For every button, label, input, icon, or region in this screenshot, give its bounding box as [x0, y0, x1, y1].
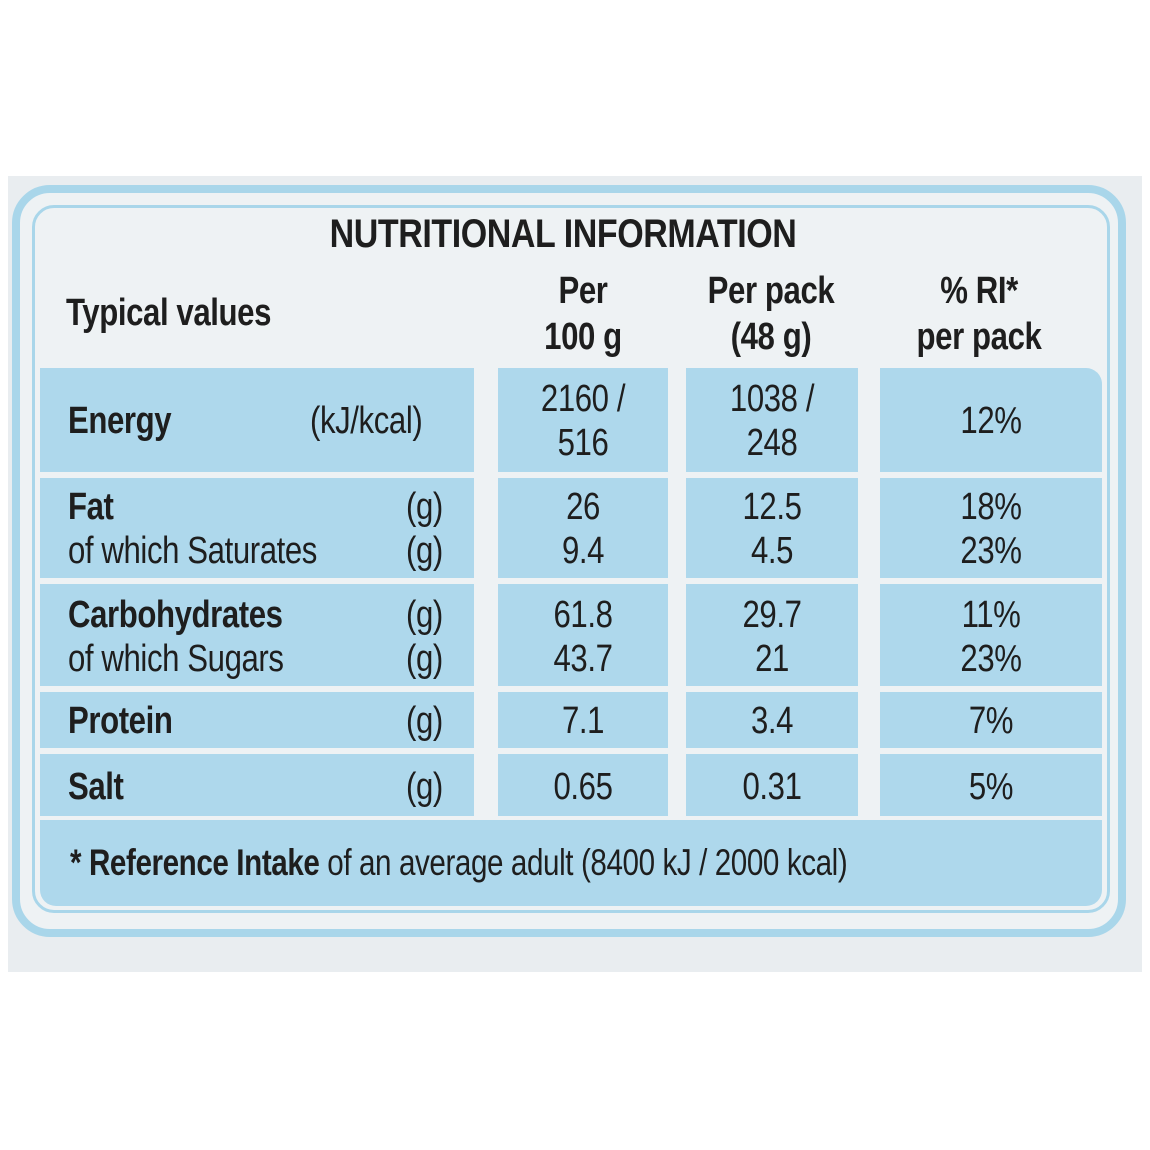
row-label-fat: Fat	[68, 486, 114, 528]
header-ri-per-pack: % RI* per pack	[916, 270, 1042, 358]
energy-per100-line1: 2160 /	[540, 378, 626, 420]
fat-perpack: 12.5	[742, 486, 802, 528]
saturates-per100: 9.4	[561, 530, 605, 572]
fat-per100: 26	[566, 486, 600, 528]
energy-ri: 12%	[960, 400, 1022, 442]
row-label-protein: Protein	[68, 700, 173, 742]
header-per-pack: Per pack (48 g)	[707, 270, 835, 358]
unit-salt: (g)	[406, 766, 443, 808]
carbohydrates-per100: 61.8	[553, 594, 613, 636]
salt-ri: 5%	[968, 766, 1014, 808]
protein-perpack: 3.4	[750, 700, 794, 742]
footnote-band	[40, 820, 1102, 906]
row-label-sugars: of which Sugars	[68, 638, 284, 680]
row-label-carbohydrates: Carbohydrates	[68, 594, 283, 636]
energy-per100-line2: 516	[557, 422, 609, 464]
unit-carbohydrates: (g)	[406, 594, 443, 636]
carbohydrates-perpack: 29.7	[742, 594, 802, 636]
energy-perpack-line2: 248	[746, 422, 798, 464]
row-label-saturates: of which Saturates	[68, 530, 317, 572]
saturates-ri: 23%	[960, 530, 1022, 572]
energy-perpack-cell	[686, 368, 858, 472]
nutrition-panel-inner-border	[32, 205, 1110, 913]
energy-label-cell	[40, 368, 474, 472]
fat-perpack-cell	[686, 478, 858, 578]
protein-ri-cell	[880, 692, 1102, 748]
protein-per100-cell	[498, 692, 668, 748]
panel-title: NUTRITIONAL INFORMATION	[329, 212, 797, 256]
carbohydrates-ri: 11%	[961, 594, 1021, 636]
carbs-per100-cell	[498, 584, 668, 686]
fat-per100-cell	[498, 478, 668, 578]
row-label-salt: Salt	[68, 766, 124, 808]
footnote: * Reference Intake of an average adult (…	[70, 842, 1042, 884]
fat-label-cell	[40, 478, 474, 578]
salt-per100: 0.65	[553, 766, 613, 808]
carbs-label-cell	[40, 584, 474, 686]
row-label-energy: Energy	[68, 400, 172, 442]
unit-fat: (g)	[406, 486, 443, 528]
energy-per100-cell	[498, 368, 668, 472]
protein-ri: 7%	[968, 700, 1014, 742]
unit-protein: (g)	[406, 700, 443, 742]
unit-sugars: (g)	[406, 638, 443, 680]
unit-energy: (kJ/kcal)	[310, 400, 423, 442]
energy-perpack-line1: 1038 /	[729, 378, 815, 420]
protein-label-cell	[40, 692, 474, 748]
salt-ri-cell	[880, 754, 1102, 816]
footnote-normal: of an average adult (8400 kJ / 2000 kcal…	[319, 842, 848, 883]
sugars-perpack: 21	[755, 638, 789, 680]
footnote-bold: * Reference Intake	[70, 842, 320, 883]
sugars-per100: 43.7	[553, 638, 613, 680]
unit-saturates: (g)	[406, 530, 443, 572]
sugars-ri: 23%	[960, 638, 1022, 680]
fat-ri: 18%	[960, 486, 1022, 528]
salt-per100-cell	[498, 754, 668, 816]
header-typical-values: Typical values	[66, 292, 271, 334]
salt-label-cell	[40, 754, 474, 816]
protein-perpack-cell	[686, 692, 858, 748]
fat-ri-cell	[880, 478, 1102, 578]
salt-perpack: 0.31	[742, 766, 802, 808]
saturates-perpack: 4.5	[750, 530, 794, 572]
carbs-perpack-cell	[686, 584, 858, 686]
carbs-ri-cell	[880, 584, 1102, 686]
energy-ri-cell	[880, 368, 1102, 472]
salt-perpack-cell	[686, 754, 858, 816]
protein-per100: 7.1	[561, 700, 605, 742]
header-per-100g: Per 100 g	[544, 270, 622, 358]
